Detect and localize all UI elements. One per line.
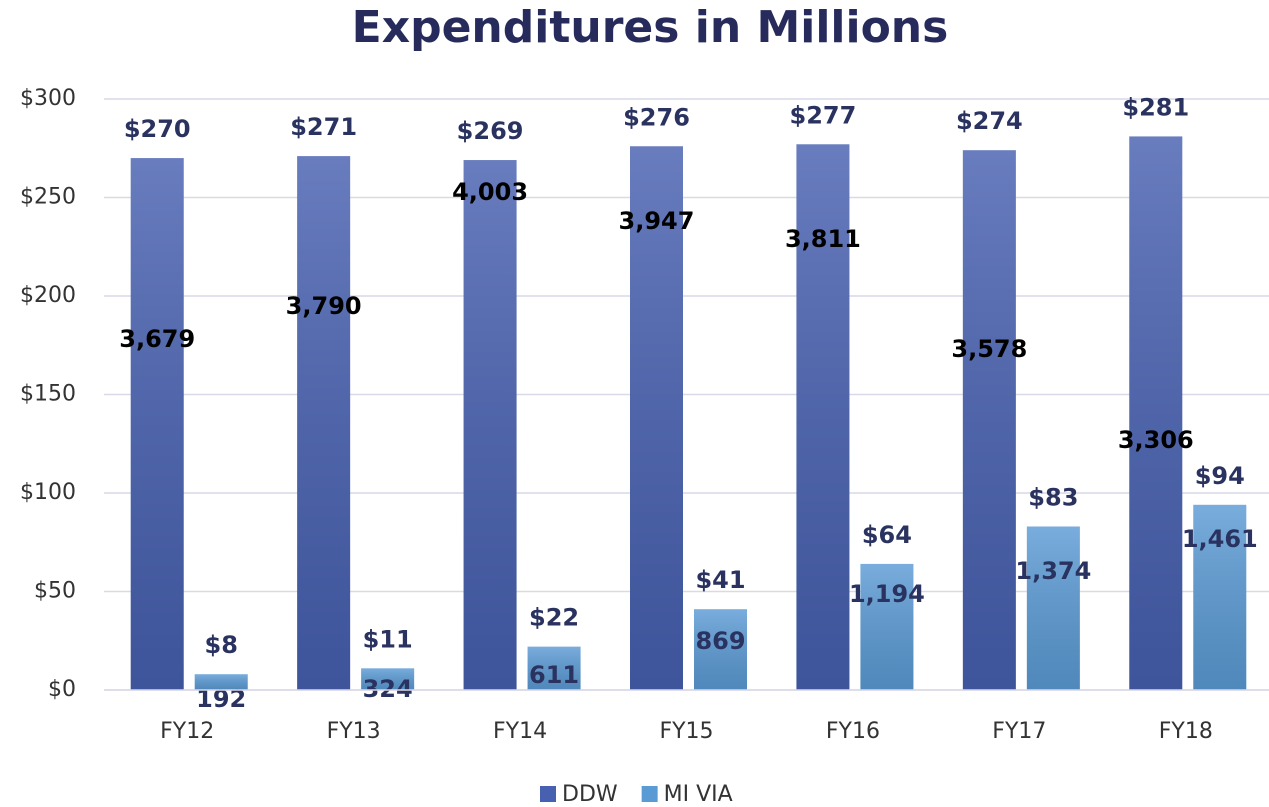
y-tick-label: $150: [20, 382, 76, 407]
annotation: 192: [196, 685, 246, 713]
value-label: $83: [1028, 483, 1078, 511]
annotation: 1,374: [1015, 557, 1091, 585]
x-tick-label: FY14: [493, 719, 547, 744]
value-label: $277: [790, 101, 857, 129]
annotation: 4,003: [452, 178, 528, 206]
x-tick-label: FY17: [992, 719, 1046, 744]
x-tick-label: FY12: [160, 719, 214, 744]
annotation: 3,679: [119, 325, 195, 353]
annotation: 1,194: [849, 580, 925, 608]
y-tick-label: $0: [48, 677, 76, 702]
annotation: 324: [363, 675, 413, 703]
value-label: $269: [457, 117, 524, 145]
annotation: 3,811: [785, 225, 861, 253]
y-tick-label: $200: [20, 283, 76, 308]
x-tick-label: FY18: [1159, 719, 1213, 744]
bar: [463, 160, 517, 690]
annotation: 611: [529, 661, 579, 689]
value-label: $274: [956, 107, 1023, 135]
value-label: $281: [1122, 93, 1189, 121]
value-label: $271: [290, 113, 357, 141]
bar: [297, 156, 351, 690]
annotation: 1,461: [1182, 525, 1258, 553]
value-label: $11: [363, 625, 413, 653]
bar: [962, 150, 1016, 691]
bar: [1026, 526, 1080, 690]
annotation: 3,947: [619, 207, 695, 235]
y-tick-label: $50: [34, 579, 76, 604]
value-label: $41: [695, 566, 745, 594]
value-label: $22: [529, 604, 579, 632]
legend-swatch: [641, 786, 658, 802]
annotation: 869: [695, 627, 745, 655]
y-tick-label: $250: [20, 185, 76, 210]
legend-swatch: [540, 786, 556, 802]
bar: [1129, 136, 1183, 690]
y-tick-label: $300: [20, 86, 76, 111]
value-label: $270: [124, 115, 191, 143]
legend-label: DDW: [562, 782, 618, 807]
value-label: $8: [205, 631, 238, 659]
x-tick-label: FY16: [826, 719, 880, 744]
annotation: 3,306: [1118, 426, 1194, 454]
x-tick-label: FY15: [659, 719, 713, 744]
x-tick-label: FY13: [327, 719, 381, 744]
value-label: $64: [862, 521, 912, 549]
value-label: $94: [1195, 462, 1245, 490]
annotation: 3,578: [951, 335, 1027, 363]
value-label: $276: [623, 103, 690, 131]
y-tick-label: $100: [20, 480, 76, 505]
bar: [130, 158, 184, 691]
legend-label: MI VIA: [664, 782, 733, 807]
chart-title: Expenditures in Millions: [352, 2, 949, 53]
annotation: 3,790: [286, 292, 362, 320]
